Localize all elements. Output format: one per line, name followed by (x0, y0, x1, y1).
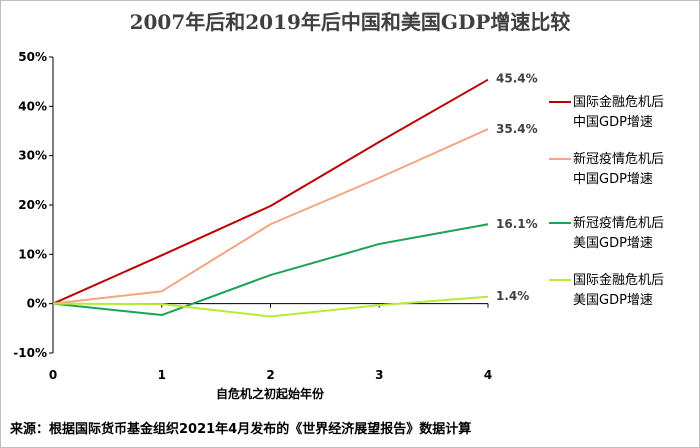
x-tick-label: 4 (484, 368, 492, 382)
series-end-label: 35.4% (496, 122, 538, 136)
x-tick-label: 2 (266, 368, 274, 382)
y-tick-label: 10% (18, 247, 47, 261)
y-tick-label: 20% (18, 198, 47, 212)
x-axis-title: 自危机之初起始年份 (216, 386, 325, 401)
legend-label: 中国GDP增速 (573, 115, 653, 130)
y-tick-label: 50% (18, 50, 47, 64)
series-end-label: 1.4% (496, 289, 529, 303)
series-line (52, 78, 489, 305)
x-tick-label: 3 (375, 368, 383, 382)
series-end-label: 16.1% (496, 217, 538, 231)
legend-label: 美国GDP增速 (573, 293, 653, 308)
legend-label: 国际金融危机后 (573, 94, 664, 110)
x-tick-label: 1 (158, 368, 166, 382)
y-tick-label: 30% (18, 149, 47, 163)
legend-label: 国际金融危机后 (573, 272, 664, 288)
legend: 国际金融危机后中国GDP增速新冠疫情危机后中国GDP增速新冠疫情危机后美国GDP… (549, 94, 664, 308)
legend-label: 新冠疫情危机后 (573, 215, 664, 231)
chart-title: 2007年后和2019年后中国和美国GDP增速比较 (129, 10, 571, 34)
source-note: 来源：根据国际货币基金组织2021年4月发布的《世界经济展望报告》数据计算 (10, 422, 472, 437)
x-axis: 0 1 2 3 4 自危机之初起始年份 (49, 303, 492, 401)
legend-label: 美国GDP增速 (573, 236, 653, 251)
legend-label: 中国GDP增速 (573, 172, 653, 187)
series-end-label: 45.4% (496, 72, 538, 86)
legend-label: 新冠疫情危机后 (573, 151, 664, 167)
series-line (52, 223, 489, 317)
series-line (52, 295, 489, 318)
y-tick-label: -10% (13, 346, 47, 360)
y-tick-label: 0% (27, 297, 47, 311)
y-tick-label: 40% (18, 99, 47, 113)
y-axis: -10% 0% 10% 20% 30% 40% 50% (13, 50, 54, 360)
series-group: 45.4% 35.4% 16.1% 1.4% (52, 72, 538, 318)
series-line (52, 128, 489, 305)
x-tick-label: 0 (49, 368, 57, 382)
